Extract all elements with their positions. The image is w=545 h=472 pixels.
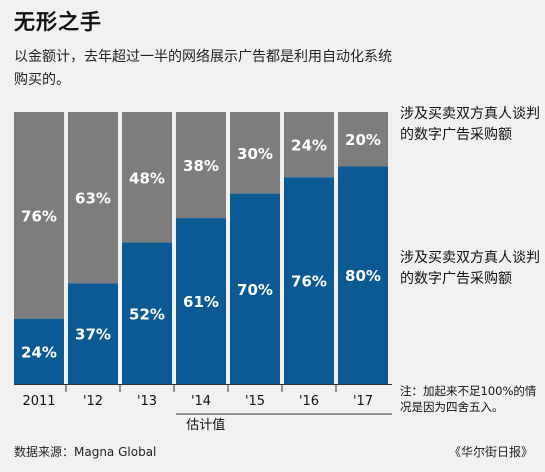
bar-gray-1 [68, 112, 118, 284]
bar-gray-5 [284, 112, 334, 178]
data-label-blue-0: 24% [21, 343, 57, 361]
bar-gray-3 [176, 112, 226, 219]
chart-subtitle: 以金额计，去年超过一半的网络展示广告都是利用自动化系统购买的。 [14, 49, 392, 88]
bar-gray-2 [122, 112, 172, 243]
x-tick-label-0: 2011 [22, 394, 55, 409]
legend-blue-label: 涉及买卖双方真人谈判的数字广告采购额 [400, 250, 540, 287]
chart-title: 无形之手 [14, 10, 102, 34]
data-label-blue-3: 61% [183, 293, 219, 311]
data-label-gray-3: 38% [183, 157, 219, 175]
data-label-gray-6: 20% [345, 131, 381, 149]
data-label-gray-1: 63% [75, 190, 111, 208]
data-label-blue-2: 52% [129, 305, 165, 323]
data-label-gray-4: 30% [237, 145, 273, 163]
bar-blue-4 [230, 193, 280, 384]
bar-blue-5 [284, 177, 334, 384]
footnote: 注：加起来不足100%的情况是因为四舍五入。 [400, 384, 537, 414]
x-tick-label-2: '13 [137, 394, 157, 409]
legend-gray-label: 涉及买卖双方真人谈判的数字广告采购额 [400, 106, 540, 143]
x-tick-label-4: '15 [245, 394, 265, 409]
data-source: 数据来源：Magna Global [14, 445, 157, 459]
x-tick-label-5: '16 [299, 394, 319, 409]
data-label-gray-2: 48% [129, 169, 165, 187]
data-label-blue-1: 37% [75, 326, 111, 344]
bar-blue-2 [122, 242, 172, 384]
x-tick-label-1: '12 [83, 394, 103, 409]
bar-blue-1 [68, 283, 118, 384]
data-label-blue-6: 80% [345, 267, 381, 285]
publisher-credit: 《华尔街日报》 [448, 445, 533, 459]
bar-blue-3 [176, 218, 226, 384]
bar-gray-4 [230, 112, 280, 194]
bar-gray-0 [14, 112, 64, 319]
data-label-gray-5: 24% [291, 137, 327, 155]
bar-blue-6 [338, 166, 388, 384]
data-label-blue-5: 76% [291, 273, 327, 291]
bar-gray-6 [338, 112, 388, 167]
x-tick-label-3: '14 [191, 394, 211, 409]
x-tick-label-6: '17 [353, 394, 373, 409]
data-label-blue-4: 70% [237, 281, 273, 299]
data-label-gray-0: 76% [21, 207, 57, 225]
bar-blue-0 [14, 318, 64, 384]
estimate-label: 估计值 [186, 417, 225, 433]
